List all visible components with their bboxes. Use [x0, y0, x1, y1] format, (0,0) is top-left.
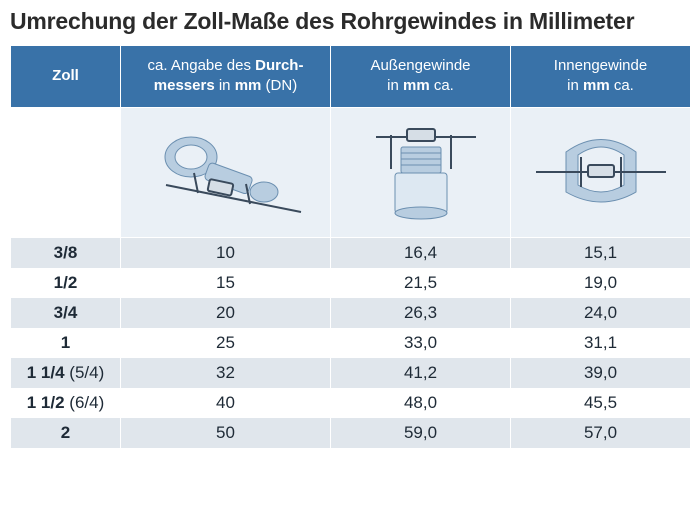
cell-aussen: 33,0 — [331, 328, 511, 358]
table-row: 1 1/4 (5/4)3241,239,0 — [11, 358, 691, 388]
cell-innen: 31,1 — [511, 328, 691, 358]
cell-aussen: 48,0 — [331, 388, 511, 418]
cell-aussen: 59,0 — [331, 418, 511, 448]
cell-innen: 39,0 — [511, 358, 691, 388]
cell-aussen: 16,4 — [331, 237, 511, 268]
cell-zoll: 3/8 — [11, 237, 121, 268]
cell-dn: 10 — [121, 237, 331, 268]
fitting-with-caliper-icon — [136, 117, 316, 227]
conversion-table: Zoll ca. Angabe des Durch-messers in mm … — [10, 45, 691, 448]
cell-zoll: 1 1/2 (6/4) — [11, 388, 121, 418]
internal-thread-caliper-icon — [526, 117, 676, 227]
col-header-zoll: Zoll — [11, 46, 121, 108]
illustration-innen — [511, 107, 691, 237]
cell-dn: 40 — [121, 388, 331, 418]
cell-innen: 24,0 — [511, 298, 691, 328]
cell-innen: 19,0 — [511, 268, 691, 298]
illustration-empty — [11, 107, 121, 237]
illustration-aussen — [331, 107, 511, 237]
cell-aussen: 41,2 — [331, 358, 511, 388]
cell-innen: 45,5 — [511, 388, 691, 418]
cell-zoll: 1 1/4 (5/4) — [11, 358, 121, 388]
table-row: 12533,031,1 — [11, 328, 691, 358]
illustration-dn — [121, 107, 331, 237]
header-row: Zoll ca. Angabe des Durch-messers in mm … — [11, 46, 691, 108]
cell-zoll: 2 — [11, 418, 121, 448]
cell-aussen: 26,3 — [331, 298, 511, 328]
cell-zoll: 3/4 — [11, 298, 121, 328]
table-row: 25059,057,0 — [11, 418, 691, 448]
illustration-row — [11, 107, 691, 237]
cell-innen: 15,1 — [511, 237, 691, 268]
col-header-aussen: Außengewinde in mm ca. — [331, 46, 511, 108]
cell-dn: 15 — [121, 268, 331, 298]
table-row: 1 1/2 (6/4)4048,045,5 — [11, 388, 691, 418]
table-row: 3/42026,324,0 — [11, 298, 691, 328]
cell-aussen: 21,5 — [331, 268, 511, 298]
cell-dn: 50 — [121, 418, 331, 448]
cell-dn: 20 — [121, 298, 331, 328]
col-header-dn: ca. Angabe des Durch-messers in mm (DN) — [121, 46, 331, 108]
table-row: 1/21521,519,0 — [11, 268, 691, 298]
cell-innen: 57,0 — [511, 418, 691, 448]
page-title: Umrechung der Zoll-Maße des Rohrgewindes… — [10, 8, 690, 35]
cell-dn: 32 — [121, 358, 331, 388]
cell-zoll: 1 — [11, 328, 121, 358]
col-header-innen: Innengewinde in mm ca. — [511, 46, 691, 108]
table-row: 3/81016,415,1 — [11, 237, 691, 268]
cell-zoll: 1/2 — [11, 268, 121, 298]
cell-dn: 25 — [121, 328, 331, 358]
external-thread-caliper-icon — [351, 117, 491, 227]
